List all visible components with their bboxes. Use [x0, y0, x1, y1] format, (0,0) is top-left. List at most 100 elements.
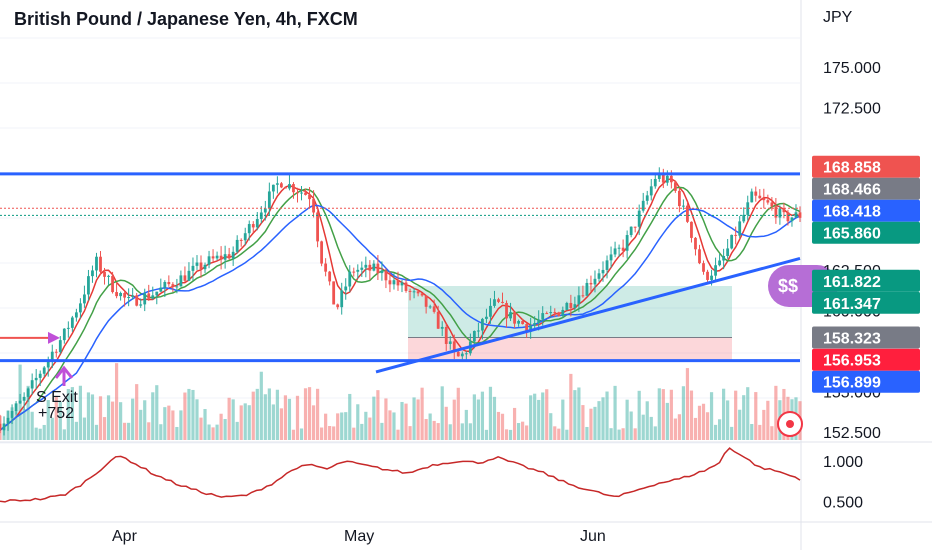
candle-body: [6, 417, 10, 424]
volume-bar: [303, 388, 308, 440]
volume-bar: [432, 420, 436, 440]
volume-bar: [428, 413, 432, 440]
candle-body: [62, 328, 66, 341]
volume-bar: [299, 428, 304, 440]
volume-bar: [74, 421, 78, 440]
candle-body: [348, 271, 352, 287]
volume-bar: [746, 387, 750, 440]
candle-body: [617, 247, 621, 249]
volume-bar: [661, 389, 665, 440]
volume-bar: [396, 429, 400, 440]
volume-bar: [239, 405, 243, 440]
candle-body: [722, 255, 726, 261]
candle-body: [292, 184, 295, 193]
volume-bar: [155, 385, 159, 440]
volume-bar: [58, 401, 62, 440]
candle-body: [412, 291, 416, 293]
candle-body: [637, 210, 641, 227]
candle-body: [702, 263, 705, 272]
candle-body: [74, 312, 78, 318]
volume-bar: [38, 428, 42, 440]
volume-bar: [557, 428, 561, 440]
candle-body: [501, 301, 504, 303]
price-tag-label: 168.418: [823, 204, 881, 221]
candle-body: [581, 295, 585, 297]
candle-body: [203, 264, 207, 270]
volume-bar: [500, 413, 505, 440]
candle-body: [517, 320, 520, 324]
volume-bar: [609, 428, 613, 440]
candle-body: [247, 224, 251, 234]
candle-body: [95, 256, 98, 271]
candle-body: [718, 260, 721, 266]
candle-body: [123, 293, 127, 298]
volume-bar: [151, 392, 155, 440]
candle-body: [762, 198, 766, 201]
candle-body: [360, 267, 364, 270]
volume-bar: [219, 413, 223, 440]
candle-body: [420, 293, 424, 296]
candle-body: [577, 295, 581, 305]
volume-bar: [199, 417, 203, 440]
volume-bar: [436, 423, 440, 440]
candle-body: [22, 396, 26, 401]
volume-bar: [774, 385, 778, 440]
time-axis[interactable]: Apr May Jun: [112, 528, 606, 545]
candle-body: [332, 281, 336, 305]
candle-body: [726, 248, 730, 256]
candle-body: [368, 264, 372, 271]
volume-bar: [516, 423, 521, 440]
candle-body: [328, 271, 332, 282]
candle-body: [710, 275, 713, 280]
candle-body: [139, 304, 143, 306]
price-tag: [812, 370, 920, 393]
price-tag-label: 168.466: [823, 182, 881, 199]
volume-bar: [54, 395, 58, 440]
exit-arrow-icon: [48, 331, 60, 344]
volume-bar: [135, 384, 139, 440]
volume-bar: [315, 388, 320, 440]
volume-bar: [34, 427, 38, 440]
price-tag-label: 158.323: [823, 331, 881, 348]
candle-body: [46, 359, 50, 368]
volume-bar: [649, 416, 653, 440]
candle-body: [649, 186, 653, 196]
candle-body: [436, 311, 440, 329]
volume-bar: [701, 403, 706, 440]
candle-body: [34, 377, 38, 381]
volume-bar: [504, 429, 509, 440]
candle-body: [497, 299, 500, 302]
volume-bar: [311, 405, 316, 440]
candle-body: [70, 317, 74, 328]
candle-body: [561, 309, 565, 316]
volume-bar: [420, 387, 424, 440]
volume-bar: [549, 413, 553, 440]
candle-body: [179, 275, 183, 287]
candle-body: [324, 263, 328, 272]
candle-body: [267, 191, 271, 209]
candle-body: [657, 174, 661, 179]
candle-body: [296, 192, 299, 194]
volume-bar: [106, 395, 111, 440]
volume-bar: [705, 412, 710, 440]
alert-icon-dot: [786, 420, 794, 428]
candle-body: [645, 195, 649, 201]
volume-bar: [693, 417, 698, 440]
price-tag: [812, 269, 920, 292]
price-tag-label: 161.822: [823, 274, 881, 291]
candle-body: [706, 271, 709, 280]
candle-body: [798, 212, 802, 218]
volume-bar: [340, 412, 344, 440]
candle-body: [320, 241, 324, 264]
candle-body: [115, 292, 118, 297]
volume-bar: [577, 387, 581, 440]
candle-body: [416, 291, 420, 294]
candle-body: [601, 269, 605, 274]
candle-body: [505, 302, 508, 319]
candle-body: [609, 254, 613, 261]
volume-bar: [46, 400, 50, 440]
volume-bar: [320, 427, 324, 440]
candle-body: [428, 306, 432, 308]
candle-body: [66, 327, 70, 329]
